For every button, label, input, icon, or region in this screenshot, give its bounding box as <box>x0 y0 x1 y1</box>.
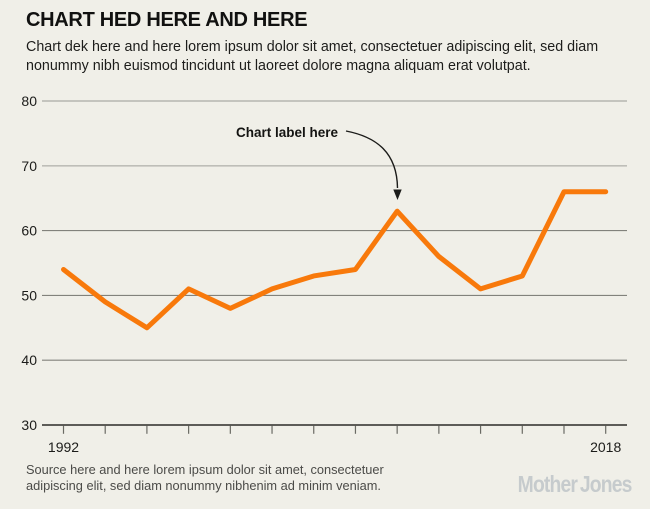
chart-dek: Chart dek here and here lorem ipsum dolo… <box>26 39 599 74</box>
x-axis-label-1992: 1992 <box>48 439 79 455</box>
data-series-line <box>61 189 609 331</box>
y-tick-label-40: 40 <box>21 352 37 368</box>
source-note: Source here and here lorem ipsum dolor s… <box>26 462 384 493</box>
y-tick-label-70: 70 <box>21 158 37 174</box>
mother-jones-logo: Mother Jones <box>518 471 633 497</box>
y-tick-label-50: 50 <box>21 287 37 303</box>
chart-annotation-label: Chart label here <box>236 125 339 140</box>
chart-title: CHART HED HERE AND HERE <box>26 9 308 31</box>
y-tick-label-60: 60 <box>21 223 37 239</box>
x-axis-label-2018: 2018 <box>590 439 621 455</box>
y-tick-label-80: 80 <box>21 93 37 109</box>
y-tick-label-30: 30 <box>21 417 37 433</box>
